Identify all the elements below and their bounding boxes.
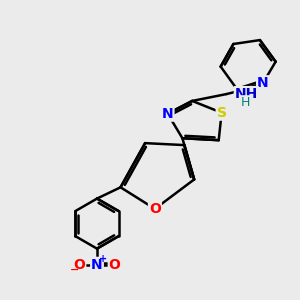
Text: NH: NH (235, 87, 258, 101)
Text: N: N (162, 107, 173, 121)
Text: O: O (74, 258, 85, 272)
Text: H: H (241, 96, 250, 109)
Text: N: N (91, 258, 103, 272)
Text: O: O (149, 202, 161, 216)
Text: −: − (70, 265, 80, 275)
Text: N: N (257, 76, 269, 90)
Text: S: S (217, 106, 226, 120)
Text: O: O (109, 258, 121, 272)
Text: +: + (99, 254, 107, 264)
